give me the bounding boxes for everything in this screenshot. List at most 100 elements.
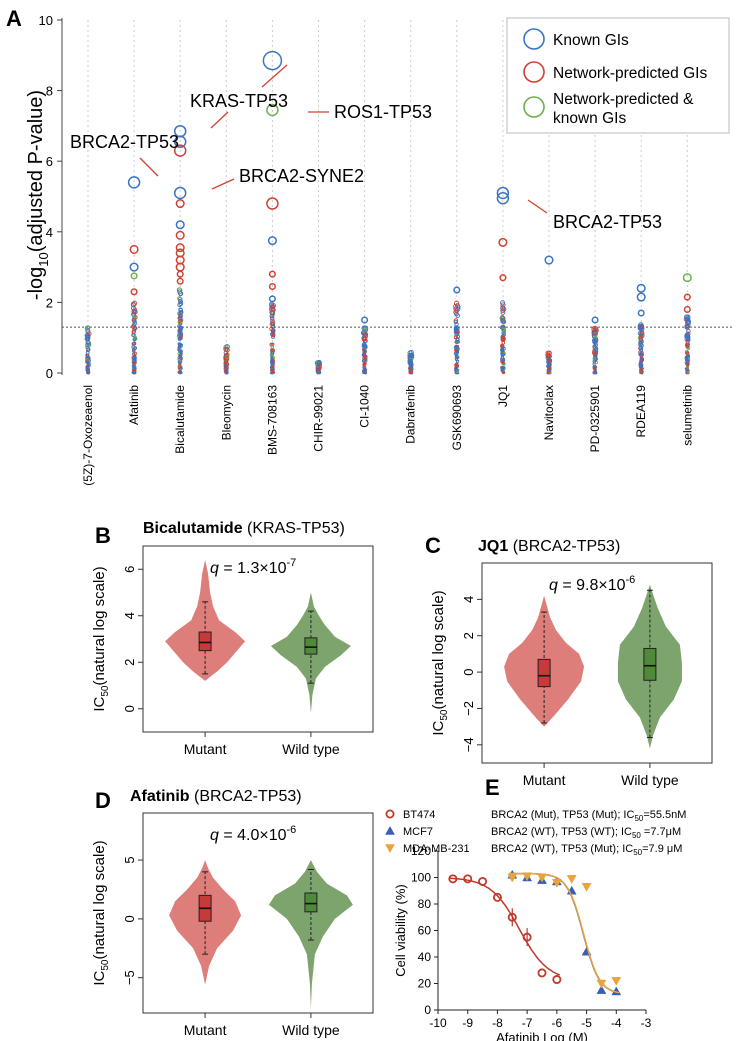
violin-category-label: Mutant: [184, 1022, 227, 1038]
panel-a-point: [133, 368, 137, 372]
panel-a-point: [178, 331, 183, 336]
panel-e-xtick-label: -3: [641, 1016, 652, 1030]
panel-a-point: [133, 356, 137, 360]
panel-a-point: [85, 343, 90, 348]
panel-a-point: [132, 309, 138, 315]
panel-a-category-label: Dabrafenib: [404, 385, 418, 444]
violin-mutant: [165, 560, 246, 681]
panel-a-point: [591, 327, 597, 333]
panel-a-highlight-point: [636, 283, 646, 293]
arrow-kras-to-bms: [261, 64, 288, 88]
panel-a-point: [685, 323, 691, 329]
panel-b: B Bicalutamide (KRAS-TP53) 0 2 4 6 IC50(natu…: [91, 520, 374, 757]
panel-a-point: [270, 368, 273, 372]
panel-a: A -log10(adjusted P-value) 0 2 4 6 8 10 (5Z)-…: [6, 6, 734, 486]
panel-a-point: [270, 362, 274, 366]
panel-a-highlight-point: [636, 292, 646, 302]
panel-a-highlight-point: [175, 243, 185, 253]
violin-ytick-label: 4: [461, 596, 476, 603]
panel-a-point: [271, 333, 276, 338]
panel-a-point: [271, 362, 275, 366]
violin-ylabel: IC50(natural log scale): [91, 840, 111, 985]
panel-a-highlight-point: [268, 270, 276, 278]
panel-e-point-MDA-MB-231: [566, 875, 577, 884]
panel-a-point: [270, 330, 275, 335]
panel-a-point: [86, 354, 90, 358]
panel-a-ylabel: -log10(adjusted P-value): [25, 90, 51, 300]
panel-e-xtick-label: -8: [492, 1016, 503, 1030]
panel-a-point: [177, 302, 182, 308]
panel-a-point: [131, 329, 136, 334]
panel-a-category-label: (5Z)-7-Oxozeaenol: [81, 385, 95, 486]
panel-a-point: [453, 309, 458, 315]
panel-e-point-BT474: [522, 932, 532, 942]
panel-a-point: [131, 332, 136, 337]
panel-a-highlight-point: [175, 199, 185, 209]
panel-e-point-BT474: [537, 968, 547, 978]
panel-a-point: [317, 362, 322, 368]
annotation-brca2-syne2: BRCA2-SYNE2: [239, 166, 364, 186]
panel-a-ytick-label: 10: [39, 13, 53, 28]
panel-a-point: [453, 326, 459, 331]
panel-a-point: [133, 335, 137, 340]
panel-a-point: [225, 371, 229, 375]
violin-ytick-label: −4: [461, 737, 476, 752]
violin-ytick-label: −2: [461, 701, 476, 716]
panel-a-highlight-point: [683, 293, 691, 301]
violin-ylabel: IC50(natural log scale): [91, 566, 111, 711]
panel-a-point: [85, 350, 90, 355]
panel-a-point: [500, 305, 506, 311]
panel-e-legend-name: MDA-MB-231: [403, 843, 470, 855]
panel-a-point: [501, 340, 506, 345]
panel-a-category-label: Navitoclax: [542, 385, 556, 440]
panel-a-letter: A: [6, 6, 22, 31]
panel-a-point: [177, 287, 183, 293]
panel-a-point: [547, 353, 552, 359]
panel-a-point: [455, 357, 459, 362]
panel-a-point: [362, 336, 368, 341]
panel-a-point: [269, 321, 274, 327]
violin-category-label: Wild type: [621, 772, 679, 788]
panel-a-point: [686, 328, 691, 334]
panel-a-point: [131, 371, 135, 374]
panel-a-point: [132, 361, 136, 365]
panel-e-letter: E: [485, 775, 500, 800]
panel-a-point: [85, 365, 89, 369]
panel-a-point: [271, 303, 277, 309]
panel-a-point: [131, 364, 135, 368]
panel-a-point: [500, 355, 504, 359]
panel-a-point: [454, 300, 460, 306]
panel-a-point: [638, 340, 643, 345]
panel-e-xlabel: Afatinib Log (M): [496, 1030, 588, 1041]
panel-a-point: [178, 329, 183, 334]
panel-a-point: [362, 350, 367, 354]
violin-ytick-label: 2: [461, 632, 476, 639]
panel-a-highlight-point: [496, 192, 510, 205]
panel-a-point: [594, 346, 599, 351]
panel-a-point: [686, 365, 690, 369]
panel-e-point-MDA-MB-231: [596, 979, 607, 989]
panel-a-highlight-point: [266, 103, 279, 117]
violin-q-value: q = 1.3×10-7: [210, 557, 296, 577]
panel-a-highlight-point: [498, 237, 508, 247]
panel-a-point: [133, 351, 137, 356]
panel-a-point: [130, 301, 136, 307]
panel-e-legend-name: BT474: [403, 809, 435, 821]
panel-a-category-label: Bicalutamide: [173, 385, 187, 454]
panel-a-point: [132, 321, 138, 326]
panel-a-highlight-point: [130, 288, 138, 296]
panel-a-ytick-label: 6: [46, 154, 53, 169]
violin-ytick-label: 6: [122, 566, 137, 573]
legend-both-label-2: known GIs: [553, 110, 626, 127]
panel-a-point: [85, 325, 91, 331]
panel-a-point: [132, 349, 136, 353]
panel-a-point: [361, 329, 367, 335]
violin-plot-frame: [142, 545, 374, 733]
panel-a-ytick-label: 2: [46, 295, 53, 310]
panel-a-point: [225, 356, 230, 361]
panel-a-point: [501, 318, 506, 324]
panel-a-point: [500, 308, 506, 313]
panel-a-point: [362, 345, 367, 350]
violin-plot-frame: [481, 562, 713, 764]
